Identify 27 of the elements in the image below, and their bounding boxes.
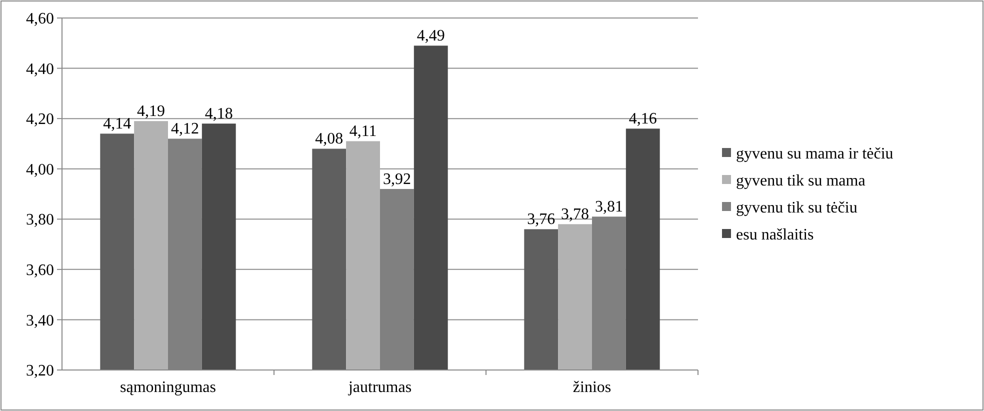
data-label: 3,92 [382, 170, 411, 188]
data-label: 3,78 [561, 206, 590, 224]
data-label: 3,81 [594, 198, 623, 216]
y-tick-label: 4,40 [26, 60, 54, 78]
data-label: 4,12 [170, 120, 199, 138]
data-label: 4,19 [137, 103, 166, 120]
y-tick-label: 3,60 [26, 262, 54, 280]
y-tick-label: 3,40 [26, 312, 54, 330]
x-tick-label: sąmoningumas [120, 379, 216, 396]
data-label: 3,76 [527, 211, 556, 228]
data-label: 4,18 [204, 106, 233, 123]
data-label: 4,14 [103, 116, 132, 133]
data-label: 4,11 [349, 123, 377, 140]
y-tick-label: 4,20 [26, 111, 54, 128]
x-tick-label: jautrumas [347, 379, 412, 396]
data-label: 4,49 [416, 28, 445, 45]
y-tick-label: 3,20 [26, 362, 54, 380]
data-label: 4,16 [628, 110, 657, 128]
y-tick-label: 3,80 [26, 212, 54, 229]
legend-label: gyvenu tik su tėčiu [736, 200, 858, 217]
legend-label: gyvenu su mama ir tėčiu [736, 146, 894, 163]
legend-label: gyvenu tik su mama [736, 172, 866, 190]
y-tick-label: 4,00 [26, 161, 54, 178]
legend-label: esu našlaitis [736, 226, 814, 244]
data-label: 4,08 [315, 130, 344, 148]
x-tick-label: žinios [572, 379, 612, 396]
y-tick-label: 4,60 [26, 10, 54, 28]
